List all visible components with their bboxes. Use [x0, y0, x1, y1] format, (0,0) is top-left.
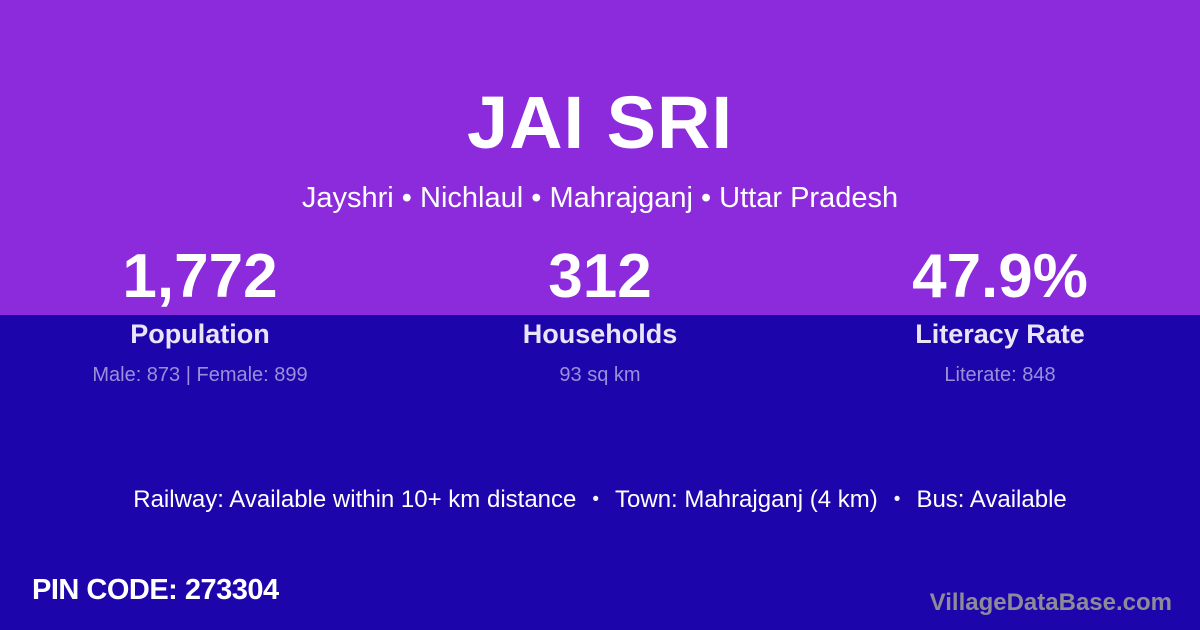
households-label: Households: [522, 319, 678, 349]
stats-row: 1,772 Population Male: 873 | Female: 899…: [0, 242, 1200, 387]
households-detail: 93 sq km: [559, 364, 641, 386]
bullet-separator-icon: •: [893, 489, 901, 510]
village-title: JAI SRI: [466, 81, 734, 164]
transport-info: Railway: Available within 10+ km distanc…: [0, 486, 1200, 514]
transport-railway: Railway: Available within 10+ km distanc…: [133, 486, 577, 513]
literacy-value: 47.9%: [912, 242, 1088, 311]
bullet-separator-icon: •: [592, 489, 600, 510]
literacy-label: Literacy Rate: [915, 319, 1085, 349]
households-value: 312: [548, 242, 652, 311]
village-breadcrumb: Jayshri • Nichlaul • Mahrajganj • Uttar …: [301, 182, 899, 214]
stat-population: 1,772 Population Male: 873 | Female: 899: [0, 242, 400, 387]
site-watermark: VillageDataBase.com: [929, 589, 1172, 616]
transport-bus: Bus: Available: [916, 486, 1067, 513]
stat-literacy: 47.9% Literacy Rate Literate: 848: [800, 242, 1200, 387]
population-value: 1,772: [122, 242, 278, 311]
population-label: Population: [130, 319, 270, 349]
transport-town: Town: Mahrajganj (4 km): [615, 486, 878, 513]
population-detail: Male: 873 | Female: 899: [92, 364, 308, 386]
stat-households: 312 Households 93 sq km: [400, 242, 800, 387]
pin-code: PIN CODE: 273304: [32, 574, 279, 606]
literacy-detail: Literate: 848: [944, 364, 1056, 386]
